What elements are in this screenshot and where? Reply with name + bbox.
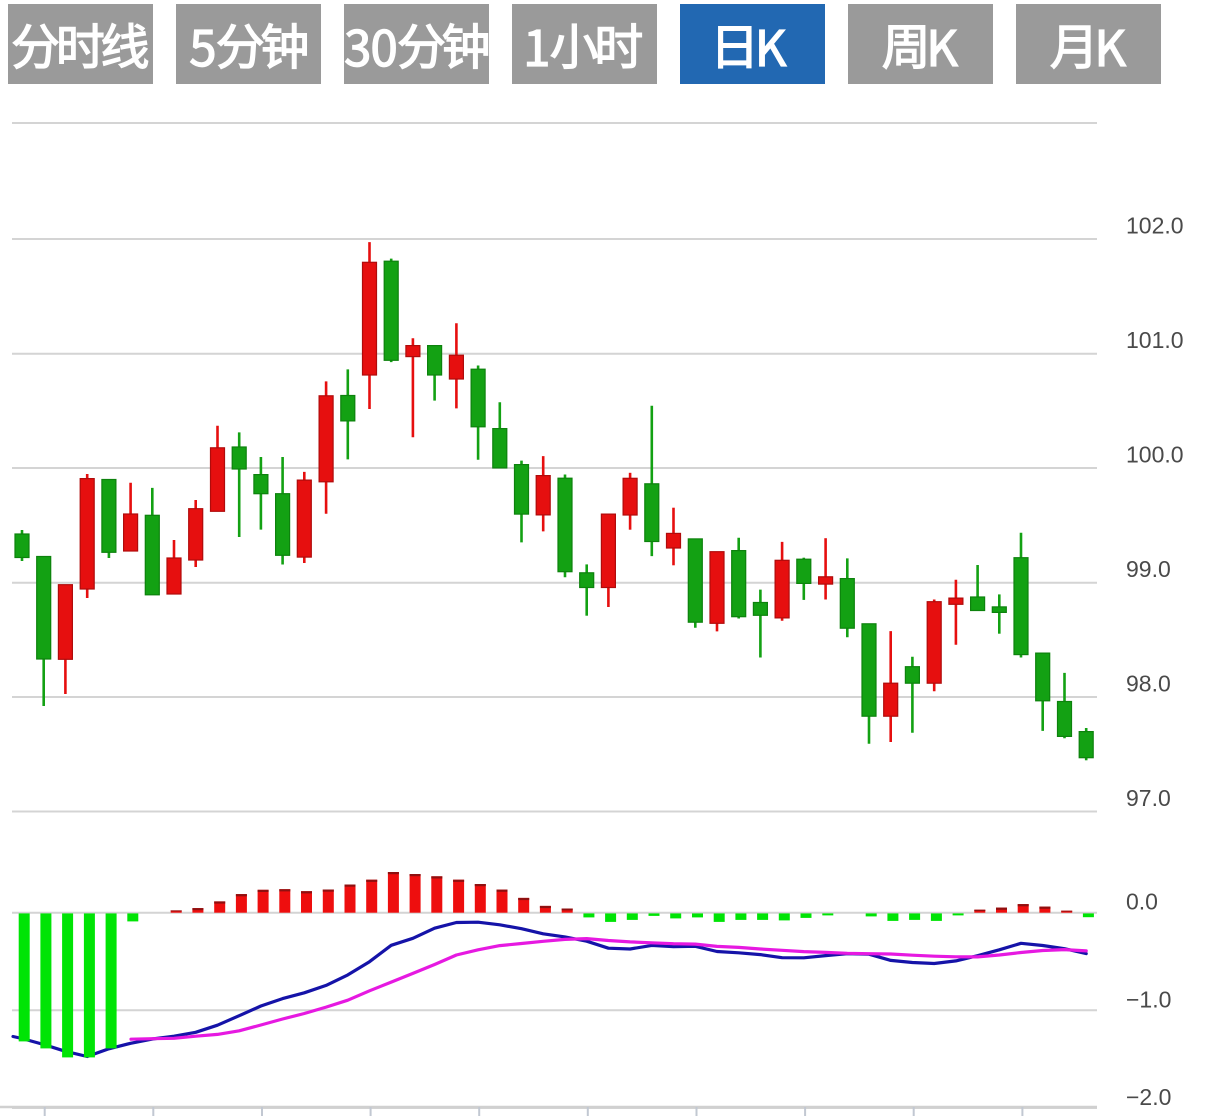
svg-text:−2.0: −2.0 — [1126, 1084, 1171, 1110]
svg-text:102.0: 102.0 — [1126, 213, 1184, 239]
svg-text:−1.0: −1.0 — [1126, 986, 1171, 1012]
svg-text:97.0: 97.0 — [1126, 785, 1171, 811]
svg-text:100.0: 100.0 — [1126, 442, 1184, 468]
svg-text:98.0: 98.0 — [1126, 671, 1171, 697]
svg-text:101.0: 101.0 — [1126, 327, 1184, 353]
svg-text:99.0: 99.0 — [1126, 556, 1171, 582]
svg-text:0.0: 0.0 — [1126, 889, 1158, 915]
